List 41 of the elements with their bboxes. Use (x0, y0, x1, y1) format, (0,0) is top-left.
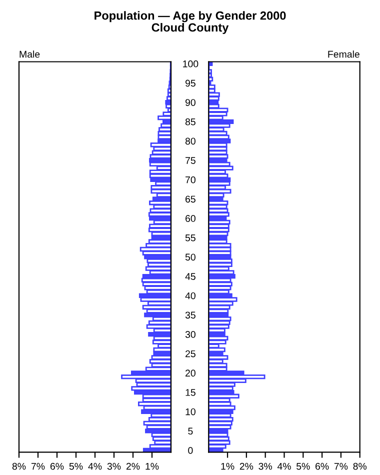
chart-title: Population — Age by Gender 2000 (94, 11, 286, 22)
chart-subtitle: Cloud County (152, 23, 229, 34)
y-tick-label: 15 (186, 389, 196, 396)
y-tick-label: 35 (185, 312, 196, 319)
x-tick-label: 8% (353, 462, 367, 470)
x-tick-label: 3% (107, 462, 121, 470)
y-tick-label: 40 (185, 292, 196, 300)
y-tick-label: 45 (185, 273, 196, 280)
y-tick-label: 65 (186, 196, 196, 203)
y-tick-label: 10 (186, 408, 196, 416)
x-tick-label: 8% (12, 462, 26, 470)
x-tick-label: 6% (50, 462, 64, 470)
x-tick-label: 7% (31, 462, 45, 470)
x-tick-label: 5% (69, 462, 83, 470)
y-tick-label: 55 (185, 234, 196, 242)
x-tick-label: 2% (126, 462, 140, 470)
y-tick-label: 5 (188, 428, 193, 435)
y-tick-label: 50 (185, 254, 196, 261)
y-tick-label: 60 (186, 215, 196, 222)
x-tick-label: 2% (240, 462, 254, 470)
y-tick-label: 0 (188, 447, 193, 454)
x-tick-label: 7% (334, 462, 348, 470)
y-tick-label: 30 (185, 331, 196, 338)
x-tick-label: 4% (277, 462, 291, 470)
y-tick-label: 70 (186, 176, 196, 184)
y-tick-label: 85 (185, 118, 196, 126)
x-tick-label: 1% (221, 462, 234, 470)
y-tick-label: 80 (185, 138, 196, 145)
y-tick-label: 20 (186, 370, 196, 377)
text: Male (20, 50, 40, 58)
x-tick-label: 6% (316, 462, 329, 470)
y-tick-label: 25 (186, 350, 196, 358)
x-tick-label: 1% (146, 462, 159, 470)
x-tick-label: 5% (296, 462, 310, 470)
y-tick-label: 75 (186, 157, 196, 164)
y-tick-label: 95 (185, 80, 196, 87)
x-tick-label: 3% (258, 462, 272, 470)
y-tick-label: 90 (185, 99, 196, 106)
x-tick-label: 4% (88, 462, 102, 470)
y-tick-label: 100 (183, 60, 198, 68)
text: Female (328, 50, 360, 58)
